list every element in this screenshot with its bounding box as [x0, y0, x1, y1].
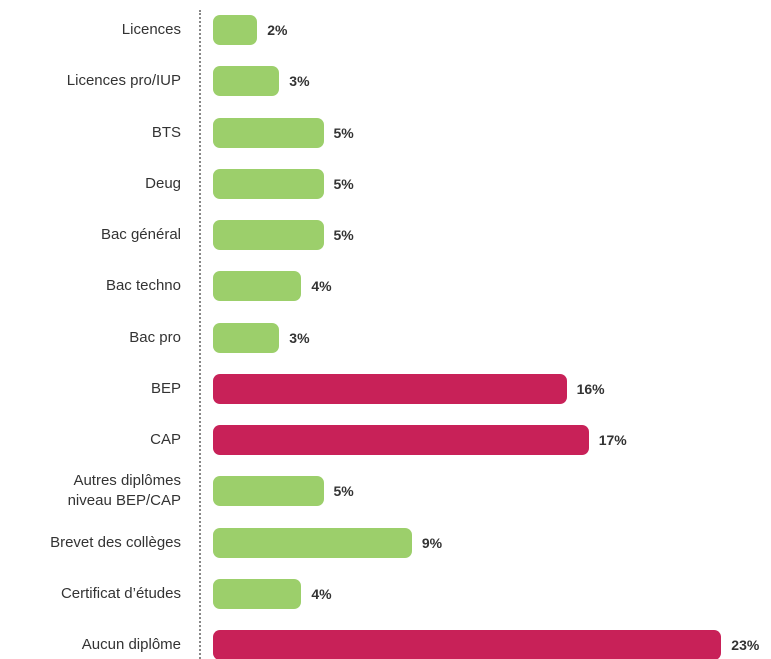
- bar: [213, 476, 324, 507]
- category-label: Deug: [145, 174, 181, 192]
- value-label: 23%: [731, 637, 760, 653]
- category-label: BTS: [151, 123, 181, 141]
- axis-line: [199, 10, 201, 659]
- value-label: 5%: [333, 175, 354, 192]
- category-label: Bac pro: [129, 328, 181, 346]
- value-label: 17%: [598, 432, 627, 448]
- bar: [213, 220, 324, 250]
- bar: [213, 630, 722, 659]
- bar: [213, 168, 324, 199]
- category-label: Bac général: [100, 226, 181, 243]
- category-label: Aucun diplôme: [81, 636, 181, 653]
- value-label: 3%: [289, 329, 310, 346]
- value-label: 3%: [289, 73, 310, 90]
- category-label: Licences: [121, 21, 181, 38]
- bar: [213, 527, 412, 558]
- value-label: 4%: [311, 585, 332, 602]
- value-label: 2%: [267, 22, 288, 38]
- category-label: Autres diplômes niveau BEP/CAP: [67, 472, 181, 510]
- category-label: Certificat d’études: [60, 584, 181, 602]
- bar: [213, 425, 589, 455]
- category-label: Bac techno: [105, 277, 181, 295]
- value-label: 4%: [311, 278, 332, 295]
- value-label: 16%: [576, 380, 605, 397]
- category-label: BEP: [150, 379, 181, 397]
- value-label: 5%: [333, 227, 354, 243]
- category-label: Brevet des collèges: [50, 533, 181, 551]
- value-label: 9%: [421, 534, 443, 551]
- bar: [213, 15, 258, 45]
- bar: [213, 271, 302, 302]
- bar: [213, 322, 280, 353]
- value-label: 5%: [333, 124, 354, 141]
- bar: [213, 117, 324, 148]
- category-label: Licences pro/IUP: [66, 72, 181, 90]
- bar: [213, 66, 280, 97]
- category-label: CAP: [150, 431, 181, 448]
- value-label: 5%: [333, 483, 354, 500]
- bar: [213, 373, 567, 404]
- bar: [213, 578, 302, 609]
